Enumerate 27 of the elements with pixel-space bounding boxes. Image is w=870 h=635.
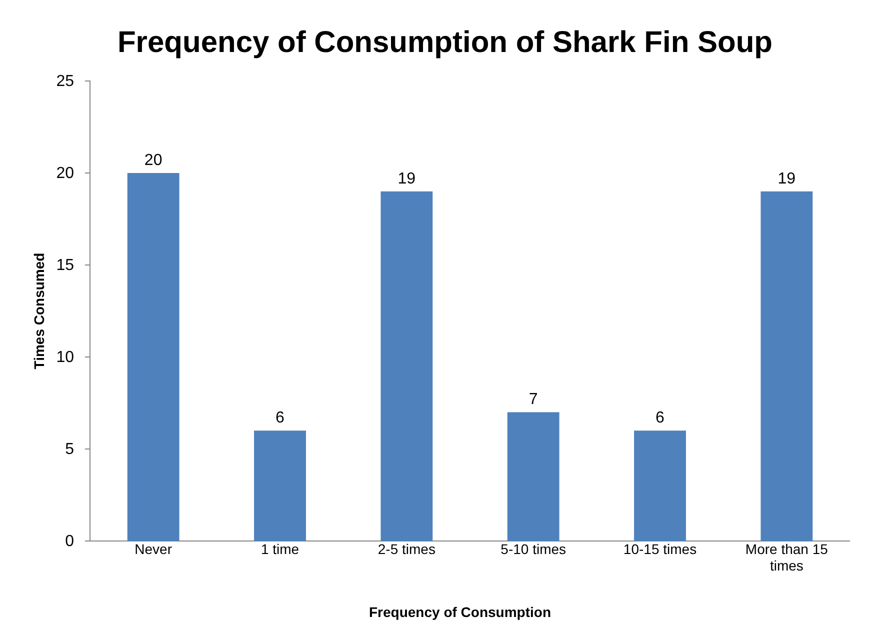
y-tick-label: 15 <box>56 257 74 274</box>
x-tick-label: 1 time <box>260 540 300 557</box>
x-tick-label: Never <box>134 540 172 557</box>
y-tick-label: 20 <box>56 165 74 182</box>
y-tick-label: 5 <box>65 441 74 458</box>
y-tick-label: 25 <box>56 73 74 90</box>
y-tick-label: 10 <box>56 349 74 366</box>
data-label: 19 <box>398 170 416 188</box>
data-label: 20 <box>144 152 162 169</box>
data-label: 6 <box>656 410 665 427</box>
x-axis-title: Frequency of Consumption <box>369 604 551 620</box>
bar <box>127 173 180 541</box>
bar <box>634 430 686 541</box>
data-label: 19 <box>778 170 796 188</box>
bar <box>254 430 306 541</box>
data-label: 6 <box>276 410 285 427</box>
bar <box>760 191 813 541</box>
x-tick-label: 5-10 times <box>500 540 566 557</box>
x-tick-label: More than 15 times <box>745 540 828 574</box>
bar <box>507 412 560 541</box>
data-label: 7 <box>528 391 538 408</box>
bar <box>380 191 433 541</box>
y-tick-label: 0 <box>65 533 74 550</box>
x-tick-label: 2-5 times <box>378 540 436 557</box>
x-tick-label: 10-15 times <box>623 540 697 557</box>
y-axis-title: Times Consumed <box>31 252 47 370</box>
chart-title: Frequency of Consumption of Shark Fin Soup <box>117 26 773 59</box>
